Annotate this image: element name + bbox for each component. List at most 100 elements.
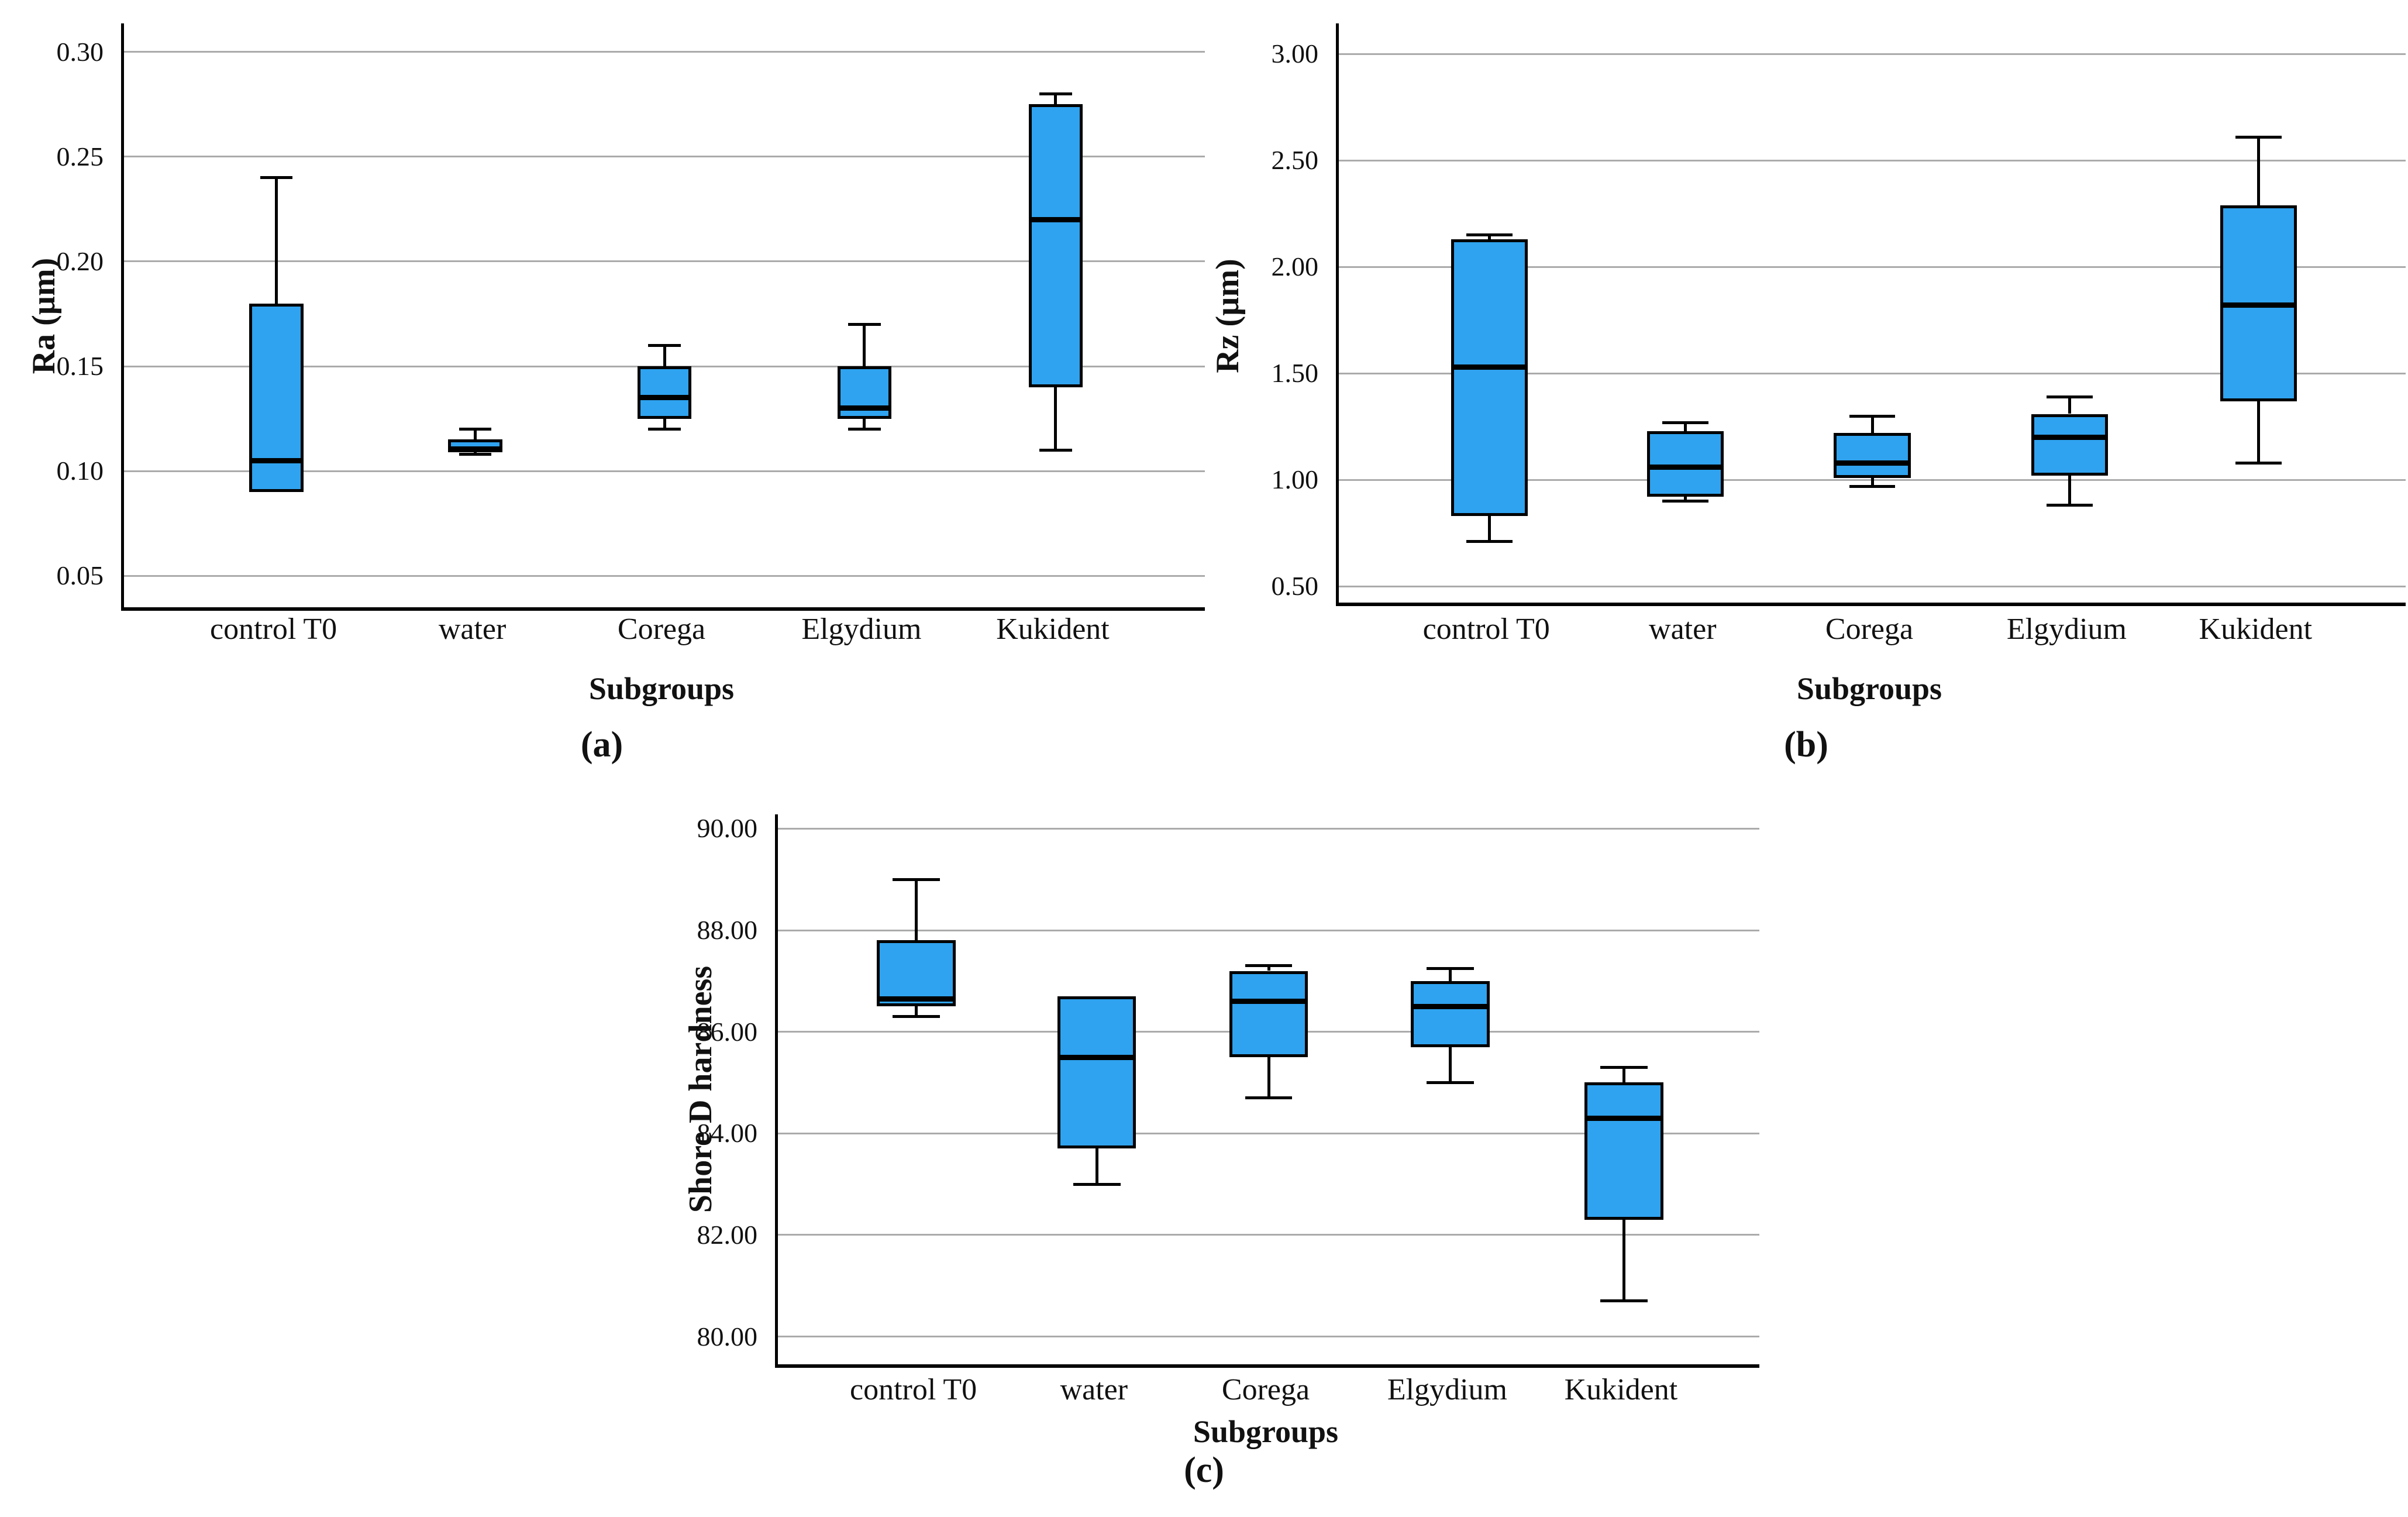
x-category-label: water	[1649, 613, 1717, 646]
upper-whisker-cap	[648, 343, 681, 347]
y-tick-label: 84.00	[697, 1118, 758, 1148]
y-tick-label: 0.30	[56, 36, 104, 67]
median-line	[1647, 464, 1724, 470]
upper-whisker-cap	[459, 427, 492, 431]
plot-area-c	[775, 814, 1759, 1368]
lower-whisker-cap	[1245, 1096, 1293, 1100]
median-line	[1451, 364, 1528, 370]
x-axis-title-a: Subgroups	[588, 671, 735, 706]
lower-whisker-cap	[1662, 500, 1709, 503]
lower-whisker-cap	[893, 1015, 940, 1019]
y-tick-label: 80.00	[697, 1321, 758, 1351]
median-line	[1057, 1054, 1136, 1060]
lower-whisker	[863, 418, 866, 429]
gridline	[124, 51, 1205, 53]
median-line	[1584, 1115, 1663, 1121]
y-tick-label: 1.00	[1271, 465, 1319, 495]
upper-whisker	[2068, 397, 2071, 414]
upper-whisker-cap	[2235, 135, 2282, 139]
y-tick-label: 3.00	[1271, 39, 1319, 69]
y-tick-label: 86.00	[697, 1016, 758, 1047]
upper-whisker	[1267, 965, 1270, 971]
upper-whisker	[1870, 416, 1874, 434]
upper-whisker	[1684, 422, 1687, 431]
median-line	[1834, 460, 1911, 466]
lower-whisker-cap	[2047, 504, 2093, 507]
x-category-label: Elgydium	[1387, 1373, 1507, 1406]
gridline	[124, 575, 1205, 577]
plot-area-a	[121, 23, 1205, 611]
lower-whisker	[2257, 401, 2260, 463]
panel-b: Rz (µm) Subgroups (b) 3.00 2.50 2.00 1.50 1.…	[1204, 0, 2408, 790]
x-axis-title-b: Subgroups	[1796, 671, 1942, 706]
y-tick-label: 90.00	[697, 813, 758, 844]
upper-whisker	[1054, 94, 1057, 105]
upper-whisker	[2257, 137, 2260, 205]
lower-whisker	[663, 418, 666, 429]
panel-label-a: (a)	[580, 725, 623, 765]
gridline	[778, 1336, 1759, 1338]
lower-whisker-cap	[1039, 448, 1072, 452]
upper-whisker	[1487, 235, 1491, 240]
upper-whisker-cap	[260, 176, 293, 180]
upper-whisker-cap	[1849, 414, 1896, 418]
x-category-label: control T0	[210, 613, 337, 646]
median-line	[2220, 302, 2297, 308]
gridline	[778, 827, 1759, 830]
upper-whisker	[663, 345, 666, 366]
median-line	[877, 996, 956, 1002]
upper-whisker-cap	[893, 878, 940, 881]
y-tick-label: 0.25	[56, 141, 104, 171]
gridline	[124, 470, 1205, 472]
upper-whisker-cap	[848, 322, 881, 326]
gridline	[124, 260, 1205, 263]
lower-whisker	[1095, 1148, 1098, 1185]
box-control-T0	[1451, 239, 1528, 517]
box-Elgydium	[2031, 414, 2109, 476]
upper-whisker-cap	[1662, 421, 1709, 424]
box-Kukident	[1584, 1082, 1663, 1220]
x-category-label: Kukident	[996, 613, 1110, 646]
box-Kukident	[1028, 104, 1083, 387]
box-Corega	[1834, 433, 1911, 478]
x-category-label: water	[438, 613, 507, 646]
median-line	[1229, 999, 1308, 1005]
panel-label-c: (c)	[1184, 1450, 1224, 1490]
panel-a: Ra (µm) Subgroups (a) 0.30 0.25 0.20 0.15 0.…	[0, 0, 1205, 790]
median-line	[249, 457, 304, 463]
upper-whisker-cap	[1039, 92, 1072, 96]
box-control-T0	[877, 940, 956, 1007]
upper-whisker	[915, 879, 918, 941]
y-tick-label: 0.15	[56, 351, 104, 381]
upper-whisker	[1448, 968, 1452, 981]
y-tick-label: 0.10	[56, 456, 104, 486]
lower-whisker	[1487, 516, 1491, 542]
lower-whisker-cap	[1849, 484, 1896, 488]
gridline	[1339, 585, 2406, 587]
x-axis-title-c: Subgroups	[1193, 1414, 1339, 1449]
x-category-label: Elgydium	[801, 613, 922, 646]
median-line	[2031, 435, 2109, 441]
gridline	[1339, 266, 2406, 268]
lower-whisker	[1684, 497, 1687, 501]
x-category-label: control T0	[850, 1373, 977, 1406]
upper-whisker-cap	[1427, 966, 1474, 970]
lower-whisker-cap	[1600, 1299, 1648, 1303]
y-tick-label: 2.50	[1271, 145, 1319, 176]
lower-whisker	[1870, 477, 1874, 487]
upper-whisker-cap	[2047, 395, 2093, 398]
lower-whisker-cap	[1427, 1081, 1474, 1084]
y-tick-label: 0.20	[56, 246, 104, 276]
x-category-label: control T0	[1422, 613, 1550, 646]
lower-whisker-cap	[459, 452, 492, 456]
upper-whisker	[275, 177, 278, 304]
median-line	[1411, 1003, 1490, 1009]
x-category-label: Kukident	[1564, 1373, 1678, 1406]
lower-whisker	[1448, 1047, 1452, 1083]
median-line	[837, 405, 892, 411]
lower-whisker-cap	[2235, 461, 2282, 465]
gridline	[778, 929, 1759, 931]
median-line	[448, 446, 502, 452]
x-category-label: Corega	[1221, 1373, 1310, 1406]
box-water	[1057, 996, 1136, 1149]
